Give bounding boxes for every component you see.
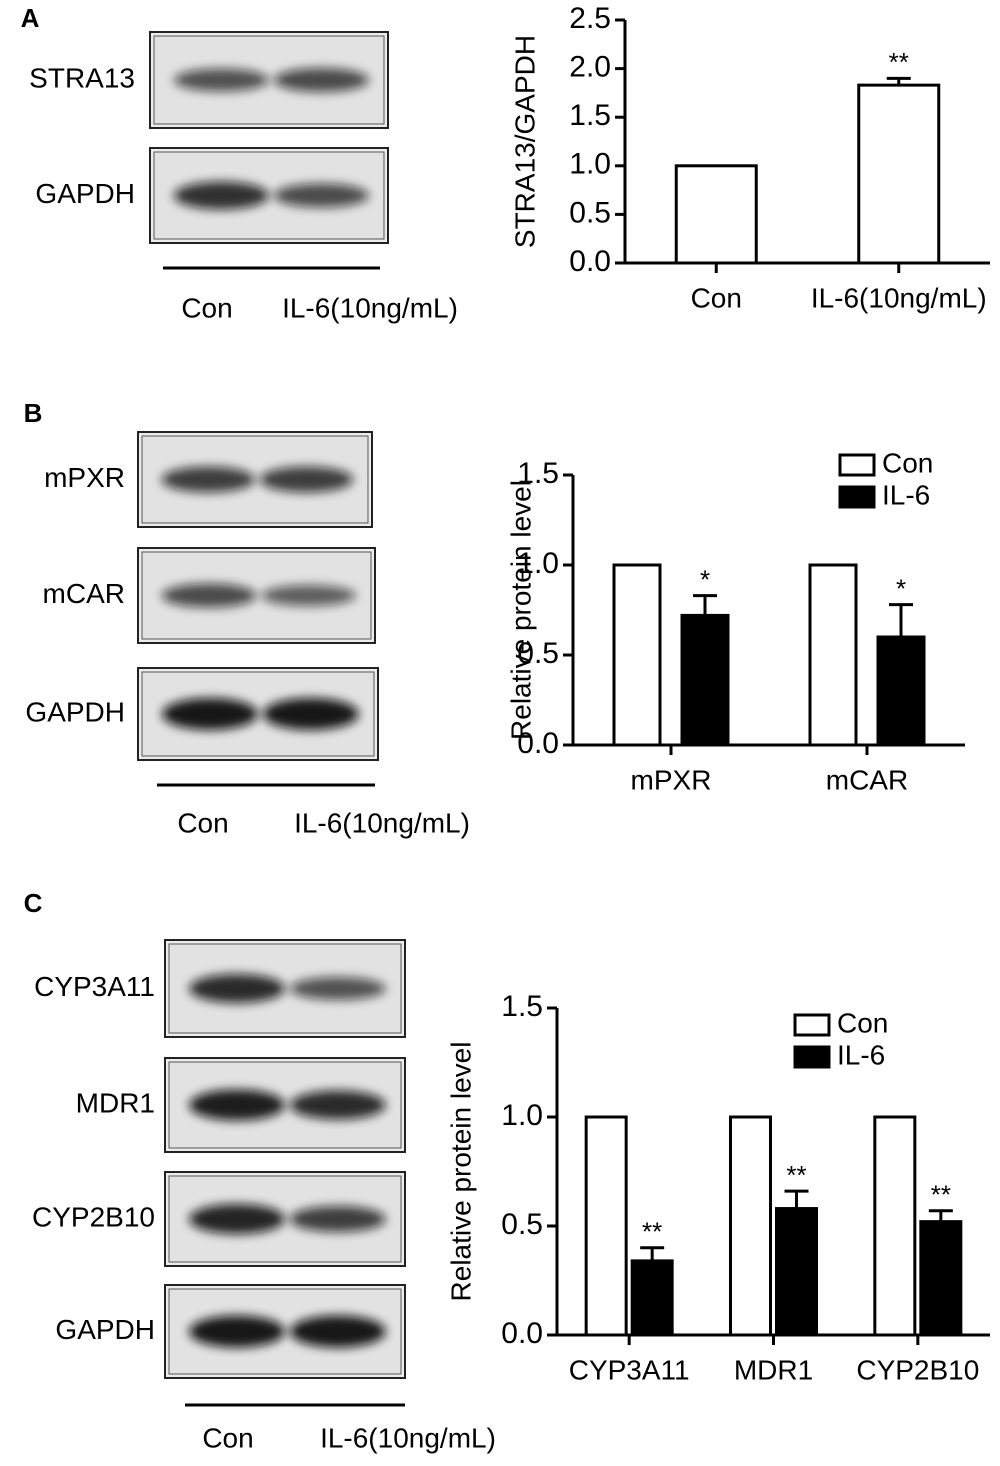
significance: **: [786, 1160, 806, 1190]
y-tick-label: 1.0: [501, 1099, 543, 1132]
blot-band: [273, 68, 369, 92]
bar: [808, 563, 858, 747]
blot-band: [273, 183, 369, 208]
bar: [775, 1207, 818, 1337]
x-tick-label: mPXR: [631, 764, 712, 795]
blot-row-label: CYP2B10: [32, 1201, 155, 1232]
legend-swatch: [793, 1045, 831, 1069]
blot-row-label: mCAR: [43, 578, 125, 609]
bar: [612, 563, 662, 747]
y-tick-label: 0.0: [569, 245, 611, 278]
legend-swatch: [838, 485, 876, 509]
blot-band: [161, 466, 255, 493]
y-axis-label: Relative protein level: [445, 1042, 476, 1302]
blot-band: [289, 1315, 386, 1348]
blot-row-label: STRA13: [29, 62, 135, 93]
significance: **: [931, 1180, 951, 1210]
blot-row-label: CYP3A11: [34, 971, 155, 1002]
legend-swatch: [838, 453, 876, 477]
blot-band: [289, 1206, 386, 1232]
significance: **: [889, 47, 909, 77]
y-tick-label: 0.5: [501, 1208, 543, 1241]
y-tick-label: 1.0: [569, 148, 611, 181]
bar: [584, 1115, 628, 1337]
blot-row-label: MDR1: [76, 1087, 155, 1118]
y-tick-label: 1.5: [569, 99, 611, 132]
blot-band: [161, 583, 257, 608]
y-tick-label: 1.0: [517, 547, 559, 580]
x-tick-label: Con: [691, 282, 742, 313]
blot-row-label: GAPDH: [25, 696, 125, 727]
lane-label: Con: [181, 292, 232, 323]
blot-band: [189, 974, 285, 1003]
blot-band: [162, 698, 258, 730]
bar: [680, 613, 730, 747]
bar: [729, 1115, 772, 1337]
blot-band: [173, 68, 269, 92]
y-axis-label: STRA13/GAPDH: [509, 35, 540, 248]
lane-label: Con: [177, 807, 228, 838]
bar: [873, 1115, 917, 1337]
blot-band: [189, 1315, 285, 1348]
y-tick-label: 2.5: [569, 2, 611, 35]
blot-row-label: GAPDH: [35, 178, 135, 209]
blot-band: [289, 1090, 386, 1120]
significance: *: [700, 564, 710, 594]
legend-label: Con: [882, 447, 933, 478]
blot-band: [173, 181, 269, 210]
blot-row-label: mPXR: [44, 462, 125, 493]
panel-letter: C: [24, 888, 43, 918]
blot-band: [262, 698, 359, 730]
panel-letter: B: [24, 398, 43, 428]
y-tick-label: 1.5: [501, 990, 543, 1023]
y-tick-label: 1.5: [517, 457, 559, 490]
x-tick-label: CYP2B10: [856, 1354, 979, 1385]
legend-label: IL-6: [882, 479, 930, 510]
significance: **: [642, 1217, 662, 1247]
bar: [919, 1220, 963, 1337]
legend-label: Con: [837, 1007, 888, 1038]
blot-row-label: GAPDH: [55, 1314, 155, 1345]
y-tick-label: 0.0: [517, 727, 559, 760]
blot-band: [189, 1204, 285, 1234]
x-tick-label: CYP3A11: [569, 1354, 690, 1385]
lane-label: Con: [202, 1422, 253, 1453]
y-axis-label: Relative protein level: [505, 480, 536, 740]
legend-label: IL-6: [837, 1039, 885, 1070]
lane-label: IL-6(10ng/mL): [282, 292, 458, 323]
y-tick-label: 0.0: [501, 1317, 543, 1350]
y-tick-label: 0.5: [517, 637, 559, 670]
lane-label: IL-6(10ng/mL): [320, 1422, 496, 1453]
x-tick-label: mCAR: [826, 764, 908, 795]
x-tick-label: MDR1: [734, 1354, 813, 1385]
blot-band: [259, 466, 354, 493]
bar: [876, 635, 926, 747]
x-tick-label: IL-6(10ng/mL): [811, 282, 987, 313]
legend-swatch: [793, 1013, 831, 1037]
y-tick-label: 0.5: [569, 196, 611, 229]
bar: [857, 83, 941, 265]
significance: *: [896, 573, 906, 603]
panel-letter: A: [21, 3, 40, 33]
y-tick-label: 2.0: [569, 51, 611, 84]
bar: [674, 164, 758, 265]
blot-band: [261, 585, 357, 606]
lane-label: IL-6(10ng/mL): [294, 807, 470, 838]
blot-band: [189, 1089, 285, 1121]
blot-band: [289, 977, 386, 1000]
bar: [630, 1259, 674, 1337]
